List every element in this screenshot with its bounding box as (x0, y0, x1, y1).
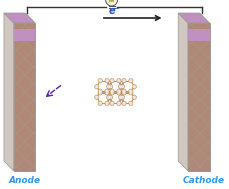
Circle shape (122, 101, 126, 105)
Circle shape (118, 90, 120, 92)
Circle shape (95, 96, 98, 98)
Circle shape (117, 89, 121, 93)
Circle shape (108, 84, 113, 89)
Polygon shape (178, 13, 210, 23)
Circle shape (118, 91, 120, 94)
Circle shape (110, 91, 114, 95)
Polygon shape (178, 13, 188, 171)
Circle shape (122, 78, 126, 83)
Circle shape (129, 91, 133, 95)
Text: e⁻: e⁻ (109, 6, 120, 16)
Circle shape (107, 96, 110, 98)
Circle shape (119, 96, 122, 98)
Circle shape (121, 96, 124, 98)
Circle shape (106, 102, 108, 105)
Circle shape (95, 85, 98, 88)
Circle shape (95, 95, 99, 99)
Circle shape (129, 78, 133, 83)
Circle shape (123, 91, 125, 94)
Circle shape (130, 79, 132, 82)
Circle shape (111, 91, 113, 94)
Circle shape (106, 95, 111, 99)
Circle shape (105, 101, 109, 105)
Circle shape (129, 101, 133, 105)
Circle shape (98, 78, 102, 83)
Circle shape (106, 91, 108, 94)
Circle shape (119, 85, 122, 88)
Circle shape (110, 101, 114, 105)
Circle shape (105, 91, 109, 95)
Circle shape (118, 95, 123, 99)
Circle shape (109, 85, 112, 88)
Circle shape (121, 85, 124, 88)
Circle shape (106, 84, 111, 89)
Circle shape (95, 84, 99, 89)
Circle shape (106, 0, 117, 6)
Circle shape (99, 102, 101, 105)
Circle shape (107, 85, 110, 88)
Circle shape (106, 79, 108, 82)
Text: Cathode: Cathode (183, 176, 225, 185)
Polygon shape (4, 13, 35, 23)
Polygon shape (188, 23, 210, 171)
Circle shape (123, 90, 125, 92)
Circle shape (98, 89, 102, 93)
Circle shape (123, 102, 125, 105)
Circle shape (99, 91, 101, 94)
Circle shape (105, 89, 109, 93)
Circle shape (109, 96, 112, 98)
Circle shape (111, 102, 113, 105)
Circle shape (98, 91, 102, 95)
Circle shape (130, 102, 132, 105)
Circle shape (120, 95, 125, 99)
Circle shape (98, 101, 102, 105)
Circle shape (123, 79, 125, 82)
Circle shape (105, 78, 109, 83)
Circle shape (132, 95, 136, 99)
Circle shape (110, 78, 114, 83)
Circle shape (132, 84, 136, 89)
Circle shape (99, 90, 101, 92)
Circle shape (117, 101, 121, 105)
Circle shape (111, 90, 113, 92)
Polygon shape (14, 29, 35, 41)
Circle shape (111, 79, 113, 82)
Circle shape (117, 91, 121, 95)
Circle shape (130, 91, 132, 94)
Circle shape (106, 90, 108, 92)
Polygon shape (4, 13, 14, 171)
Circle shape (118, 79, 120, 82)
Circle shape (108, 95, 113, 99)
Circle shape (133, 96, 136, 98)
Circle shape (118, 102, 120, 105)
Circle shape (118, 84, 123, 89)
Circle shape (117, 78, 121, 83)
Circle shape (122, 91, 126, 95)
Circle shape (120, 84, 125, 89)
Circle shape (99, 79, 101, 82)
Circle shape (133, 85, 136, 88)
Polygon shape (188, 29, 210, 41)
Circle shape (122, 89, 126, 93)
Circle shape (129, 89, 133, 93)
Text: Anode: Anode (8, 176, 41, 185)
Circle shape (130, 90, 132, 92)
Circle shape (110, 89, 114, 93)
Polygon shape (14, 23, 35, 171)
